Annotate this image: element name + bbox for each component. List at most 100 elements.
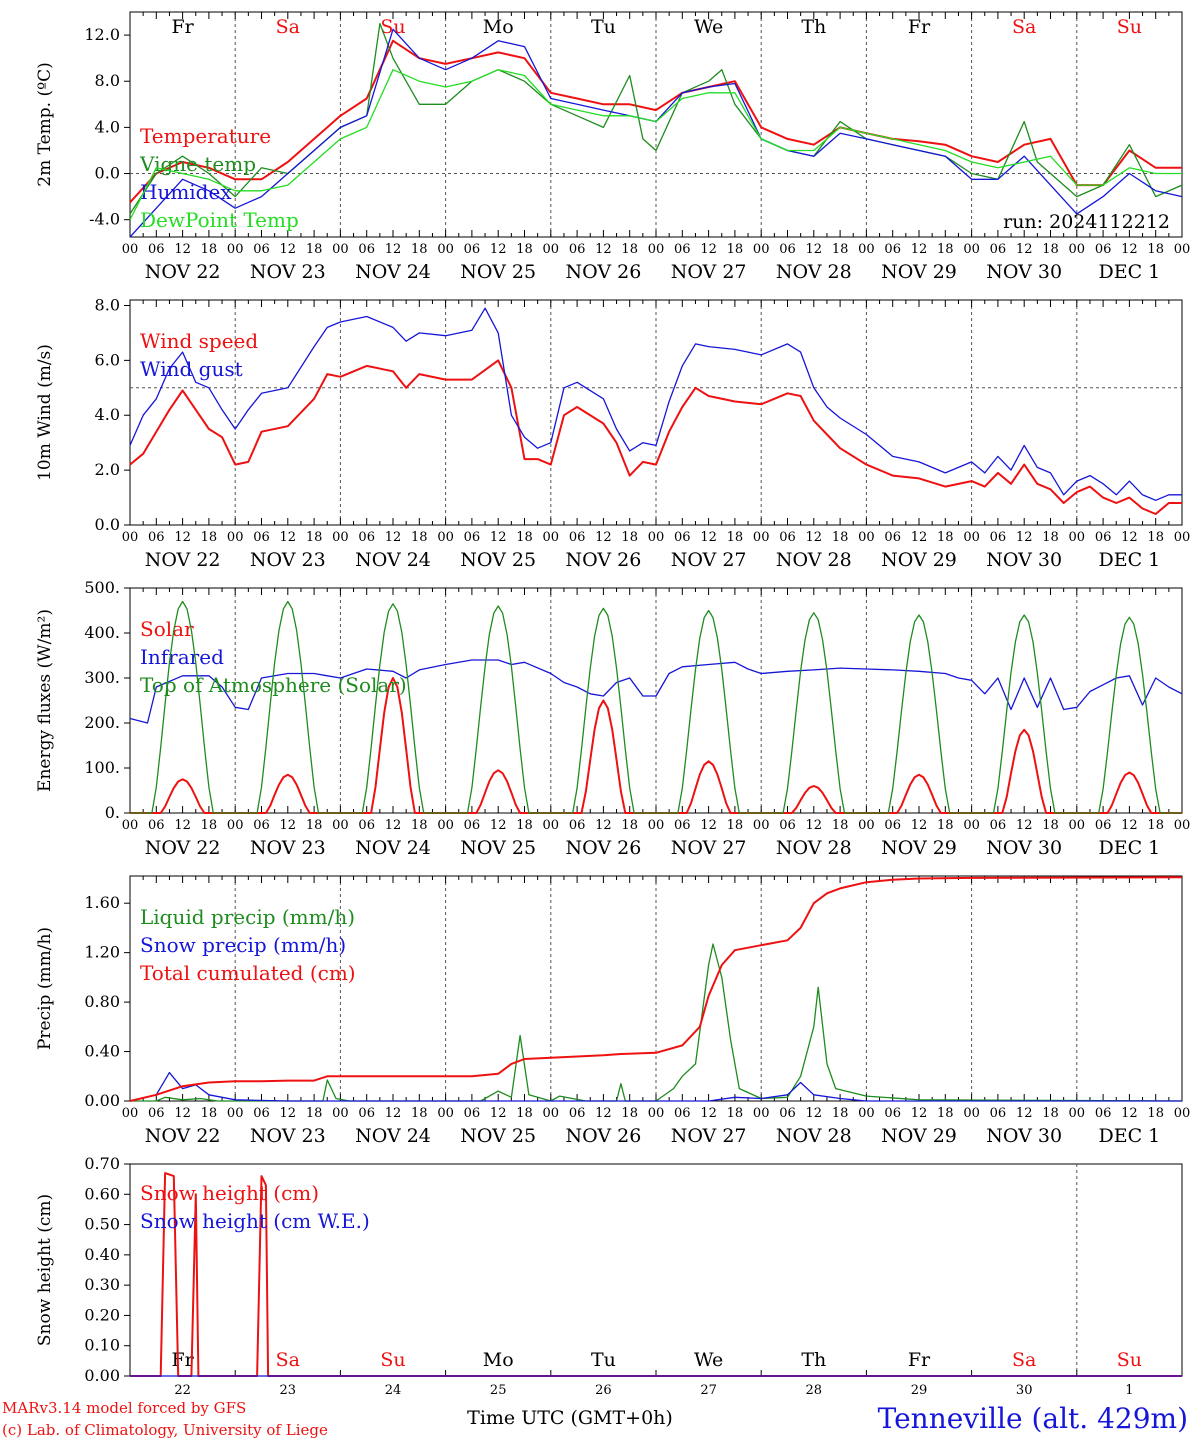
x-hour-label: 00: [648, 818, 665, 833]
x-hour-label: 18: [937, 818, 954, 833]
y-tick-label: 0.0: [95, 164, 120, 183]
day-number-label: 24: [385, 1383, 402, 1398]
legend-entry: Wind speed: [140, 329, 258, 353]
x-hour-label: 00: [1174, 530, 1191, 545]
legend-entry: Infrared: [140, 645, 224, 669]
x-hour-label: 00: [122, 242, 139, 257]
x-hour-label: 00: [1174, 1106, 1191, 1121]
date-label: NOV 22: [145, 1125, 221, 1147]
x-hour-label: 12: [595, 1106, 612, 1121]
x-hour-label: 06: [569, 242, 586, 257]
x-hour-label: 06: [358, 1106, 375, 1121]
x-hour-label: 18: [306, 242, 323, 257]
y-tick-label: 200.: [84, 713, 120, 732]
date-label: NOV 24: [355, 549, 431, 571]
x-hour-label: 12: [174, 242, 191, 257]
x-hour-label: 12: [806, 530, 823, 545]
weekday-label: Th: [801, 16, 826, 38]
y-tick-label: 0.20: [84, 1305, 120, 1324]
weekday-label: Mo: [483, 1349, 514, 1371]
date-label: NOV 29: [881, 1125, 957, 1147]
x-hour-label: 00: [753, 530, 770, 545]
x-hour-label: 12: [700, 242, 717, 257]
x-hour-label: 12: [1016, 1106, 1033, 1121]
x-hour-label: 00: [227, 1106, 244, 1121]
date-label: NOV 26: [565, 261, 641, 283]
x-hour-label: 00: [648, 242, 665, 257]
date-label: NOV 25: [460, 261, 536, 283]
x-hour-label: 18: [201, 818, 218, 833]
x-hour-label: 06: [990, 818, 1007, 833]
date-label: NOV 26: [565, 837, 641, 859]
y-tick-label: 100.: [84, 758, 120, 777]
plot-frame: [129, 299, 1183, 526]
x-hour-label: 18: [832, 1106, 849, 1121]
y-axis-label: Precip (mm/h): [35, 927, 55, 1050]
y-tick-label: 400.: [84, 623, 120, 642]
x-hour-label: 12: [1016, 818, 1033, 833]
date-label: NOV 27: [671, 837, 747, 859]
legend-entry: Top of Atmosphere (Solar): [140, 673, 407, 697]
x-hour-label: 18: [1147, 1106, 1164, 1121]
x-hour-label: 06: [1095, 530, 1112, 545]
x-hour-label: 18: [832, 242, 849, 257]
y-axis-label: 2m Temp. (ºC): [35, 62, 55, 187]
x-hour-label: 12: [174, 818, 191, 833]
x-hour-label: 12: [806, 818, 823, 833]
weekday-label: Mo: [483, 16, 514, 38]
date-label: NOV 23: [250, 1125, 326, 1147]
x-hour-label: 00: [1069, 530, 1086, 545]
x-hour-label: 06: [674, 818, 691, 833]
weekday-label: Sa: [276, 1349, 300, 1371]
date-label: DEC 1: [1099, 1125, 1161, 1147]
x-hour-label: 12: [280, 242, 297, 257]
panels-group: -4.00.04.08.012.02m Temp. (ºC)00 06 12 18 00…: [35, 11, 1191, 1398]
x-hour-label: 06: [990, 1106, 1007, 1121]
x-hour-label: 18: [621, 818, 638, 833]
x-hour-label: 06: [253, 242, 270, 257]
x-hour-label: 18: [1042, 1106, 1059, 1121]
x-hour-label: 12: [385, 242, 402, 257]
x-hour-label: 12: [490, 818, 507, 833]
plot-frame: [129, 587, 1183, 814]
y-tick-label: 0.40: [84, 1245, 120, 1264]
date-label: NOV 28: [776, 1125, 852, 1147]
x-hour-label: 00: [1069, 818, 1086, 833]
x-hour-label: 06: [569, 1106, 586, 1121]
x-hour-label: 12: [280, 530, 297, 545]
series-line-4: [129, 69, 1182, 220]
x-hour-label: 00: [437, 242, 454, 257]
x-hour-label: 12: [174, 530, 191, 545]
panel-1: -4.0 0.0 4.0 8.0 12.0 2m Temp. (ºC) 00 06 12 18 00…: [35, 11, 1190, 283]
date-label: NOV 30: [986, 261, 1062, 283]
x-hour-label: 00: [648, 1106, 665, 1121]
y-tick-label: 1.60: [84, 893, 120, 912]
panel-5: 0.00 0.10 0.20 0.30 0.40 0.50 0.60 0.70 Snow hei…: [35, 1154, 1183, 1398]
x-hour-label: 12: [806, 242, 823, 257]
x-hour-label: 06: [990, 530, 1007, 545]
y-axis-label: 10m Wind (m/s): [35, 344, 55, 481]
x-hour-label: 12: [700, 530, 717, 545]
x-hour-label: 06: [884, 818, 901, 833]
date-label: NOV 24: [355, 1125, 431, 1147]
x-hour-label: 06: [569, 818, 586, 833]
x-hour-label: 12: [911, 1106, 928, 1121]
series-line-1: [129, 359, 1182, 515]
date-label: NOV 28: [776, 549, 852, 571]
day-number-label: 1: [1125, 1383, 1133, 1398]
weekday-label: Tu: [591, 1349, 616, 1371]
x-hour-label: 00: [753, 1106, 770, 1121]
date-label: NOV 28: [776, 837, 852, 859]
legend-entry: Snow precip (mm/h): [140, 933, 346, 957]
date-label: NOV 23: [250, 549, 326, 571]
x-hour-label: 18: [306, 818, 323, 833]
legend-entry: Liquid precip (mm/h): [140, 905, 355, 929]
weekday-label: Fr: [908, 1349, 931, 1371]
y-tick-label: 6.0: [95, 350, 120, 369]
x-hour-label: 18: [727, 1106, 744, 1121]
date-label: NOV 27: [671, 549, 747, 571]
x-hour-label: 18: [1147, 530, 1164, 545]
x-hour-label: 00: [858, 1106, 875, 1121]
series-line-1: [130, 1172, 1182, 1377]
day-number-label: 25: [490, 1383, 507, 1398]
